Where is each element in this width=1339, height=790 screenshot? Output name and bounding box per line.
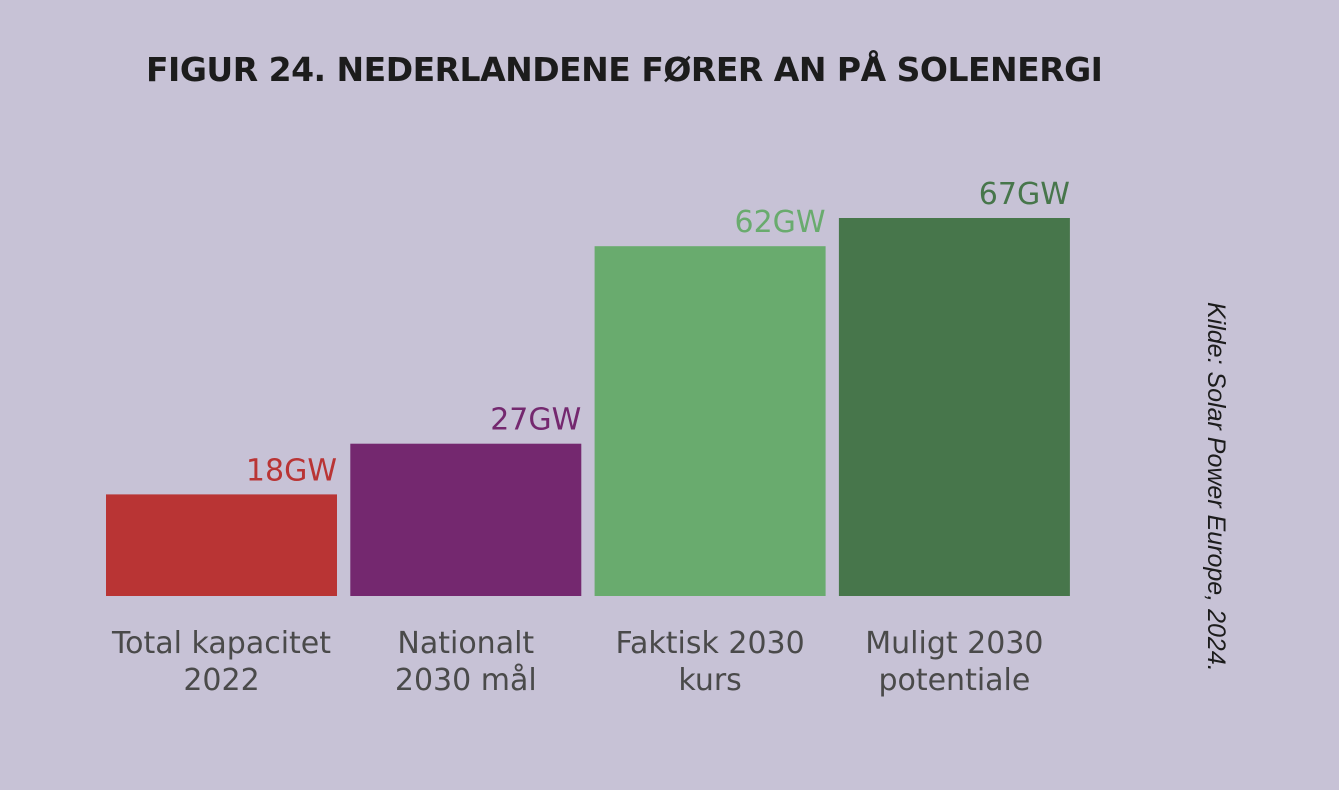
bar-4 <box>838 218 1070 596</box>
value-label-2: 27GW <box>490 403 581 438</box>
chart-title: FIGUR 24. NEDERLANDENE FØRER AN PÅ SOLEN… <box>146 50 1103 89</box>
value-labels-layer: 18GW 27GW 62GW 67GW <box>246 177 1070 488</box>
category-label-2-line-1: Nationalt <box>397 626 534 661</box>
value-label-4: 67GW <box>979 177 1070 212</box>
category-label-3-line-2: kurs <box>678 663 741 698</box>
category-label-1-line-1: Total kapacitet <box>111 626 331 661</box>
value-label-3: 62GW <box>735 205 826 240</box>
bars-layer <box>106 218 1070 596</box>
bar-2 <box>350 443 582 596</box>
category-label-3-line-1: Faktisk 2030 <box>615 626 804 661</box>
value-label-1: 18GW <box>246 453 337 488</box>
category-label-2-line-2: 2030 mål <box>395 663 537 698</box>
category-label-4-line-2: potentiale <box>878 663 1030 698</box>
category-label-4-line-1: Muligt 2030 <box>865 626 1043 661</box>
bar-1 <box>106 494 337 596</box>
source-note: Kilde: Solar Power Europe, 2024. <box>1202 302 1230 672</box>
category-label-1-line-2: 2022 <box>183 663 259 698</box>
bar-3 <box>594 246 826 596</box>
